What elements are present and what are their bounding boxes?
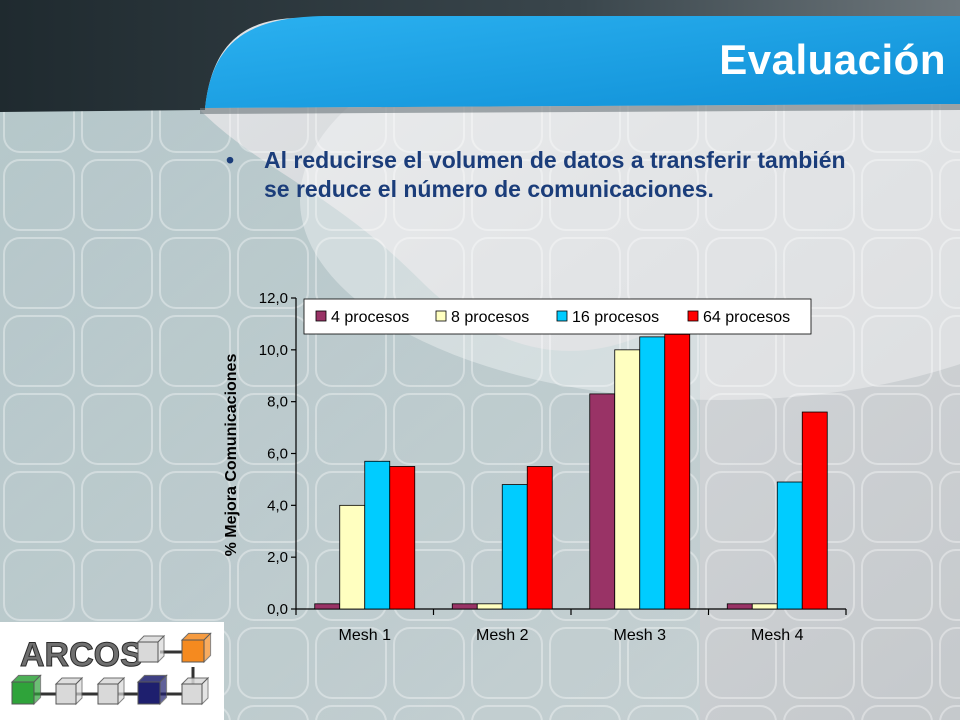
arcos-logo-text: ARCOS	[20, 636, 143, 674]
y-tick-label: 2,0	[267, 549, 288, 566]
legend-label: 4 procesos	[331, 309, 409, 326]
x-tick-label: Mesh 2	[476, 627, 529, 644]
logo-cube-orange	[180, 632, 212, 664]
legend-label: 16 procesos	[572, 309, 659, 326]
slide-title: Evaluación	[719, 36, 946, 83]
legend-label: 8 procesos	[451, 309, 529, 326]
bar	[501, 484, 528, 610]
x-tick-label: Mesh 1	[339, 627, 392, 644]
y-tick-label: 4,0	[267, 497, 288, 514]
legend-swatch	[315, 310, 327, 322]
legend-label: 64 procesos	[703, 309, 790, 326]
bar	[589, 393, 616, 610]
y-axis: 0,0 2,0 4,0 6,0 8,0 10,0 12,0	[259, 290, 297, 618]
bar	[664, 333, 691, 610]
bar	[526, 466, 553, 610]
arcos-logo: ARCOS	[0, 622, 224, 720]
logo-cube-gray	[54, 676, 84, 706]
y-tick-label: 0,0	[267, 601, 288, 618]
bar	[451, 603, 478, 610]
y-tick-label: 6,0	[267, 446, 288, 463]
bar	[339, 504, 366, 610]
bullet-text: Al reducirse el volumen de datos a trans…	[264, 147, 846, 202]
legend-swatch	[556, 310, 568, 322]
bullet-dot: •	[226, 147, 235, 173]
bar	[614, 349, 641, 610]
y-axis-label: % Mejora Comunicaciones	[223, 354, 240, 557]
bar	[314, 603, 341, 610]
bar	[476, 603, 503, 610]
logo-cube-gray	[136, 634, 166, 664]
bar	[801, 411, 828, 610]
bullet-point: • Al reducirse el volumen de datos a tra…	[226, 146, 866, 204]
logo-cube-gray	[180, 676, 210, 706]
y-tick-label: 8,0	[267, 394, 288, 411]
x-tick-label: Mesh 4	[751, 627, 804, 644]
logo-cubes	[10, 632, 212, 706]
x-axis: Mesh 1 Mesh 2 Mesh 3 Mesh 4	[295, 608, 847, 644]
bar	[639, 336, 666, 610]
y-tick-label: 12,0	[259, 290, 288, 307]
bar	[364, 460, 391, 610]
legend: 4 procesos 8 procesos 16 procesos 64 proces…	[303, 298, 812, 335]
bar	[751, 603, 778, 610]
bar	[389, 466, 416, 610]
bars	[314, 333, 828, 610]
logo-cube-green	[10, 674, 42, 706]
logo-cube-navy	[136, 674, 168, 706]
logo-cube-gray	[96, 676, 126, 706]
x-tick-label: Mesh 3	[614, 627, 667, 644]
legend-swatch	[435, 310, 447, 322]
bar	[776, 481, 803, 610]
y-tick-label: 10,0	[259, 342, 288, 359]
legend-swatch	[687, 310, 699, 322]
bar	[726, 603, 753, 610]
